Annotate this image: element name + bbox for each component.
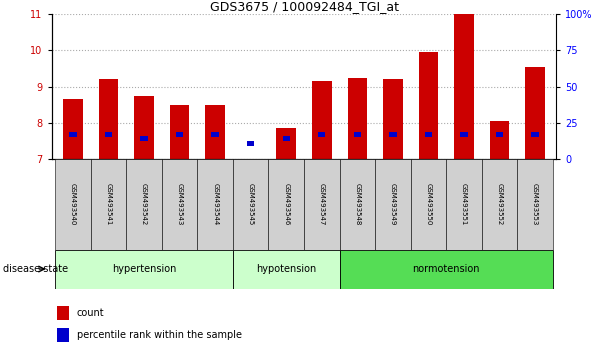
Bar [339,159,375,250]
Bar [482,159,517,250]
Text: normotension: normotension [412,264,480,274]
Bar [454,14,474,159]
Text: GSM493549: GSM493549 [390,183,396,225]
Text: GSM493544: GSM493544 [212,183,218,225]
Text: GSM493540: GSM493540 [70,183,76,225]
Bar [176,132,184,137]
Bar [283,136,290,141]
Bar [424,132,432,137]
Bar [489,121,510,159]
Text: GSM493543: GSM493543 [176,183,182,225]
Text: GSM493551: GSM493551 [461,183,467,225]
Bar [531,132,539,137]
Bar [525,67,545,159]
Bar [233,159,269,250]
Text: GSM493550: GSM493550 [426,183,432,225]
Text: hypertension: hypertension [112,264,176,274]
Bar [318,132,325,137]
Bar [140,136,148,141]
Bar [312,81,331,159]
Bar [69,132,77,137]
Bar [57,306,69,320]
Bar [57,327,69,342]
Text: GSM493547: GSM493547 [319,183,325,225]
Bar [446,159,482,250]
Bar [247,141,254,145]
Bar [410,159,446,250]
Bar [517,159,553,250]
Text: disease state: disease state [3,264,68,274]
Text: percentile rank within the sample: percentile rank within the sample [77,330,242,340]
Bar [354,132,361,137]
Text: count: count [77,308,105,318]
Bar [269,159,304,250]
Bar [496,132,503,137]
Text: GSM493553: GSM493553 [532,183,538,225]
Bar [170,105,189,159]
Bar [91,159,126,250]
Bar [63,99,83,159]
Bar [304,159,339,250]
Bar [389,132,396,137]
Bar [419,52,438,159]
Bar [105,132,112,137]
Text: GSM493542: GSM493542 [141,183,147,225]
Bar [55,159,91,250]
Bar [339,250,553,289]
Bar [198,159,233,250]
Bar [134,96,154,159]
Text: GSM493552: GSM493552 [497,183,502,225]
Title: GDS3675 / 100092484_TGI_at: GDS3675 / 100092484_TGI_at [210,0,398,13]
Bar [383,80,402,159]
Bar [348,78,367,159]
Text: GSM493546: GSM493546 [283,183,289,225]
Bar [212,132,219,137]
Bar [206,105,225,159]
Text: GSM493545: GSM493545 [247,183,254,225]
Bar [375,159,410,250]
Bar [277,129,296,159]
Bar [162,159,198,250]
Text: GSM493548: GSM493548 [354,183,361,225]
Bar [233,250,339,289]
Bar [55,250,233,289]
Bar [126,159,162,250]
Text: GSM493541: GSM493541 [106,183,111,225]
Text: hypotension: hypotension [256,264,316,274]
Bar [460,132,468,137]
Bar [98,80,119,159]
